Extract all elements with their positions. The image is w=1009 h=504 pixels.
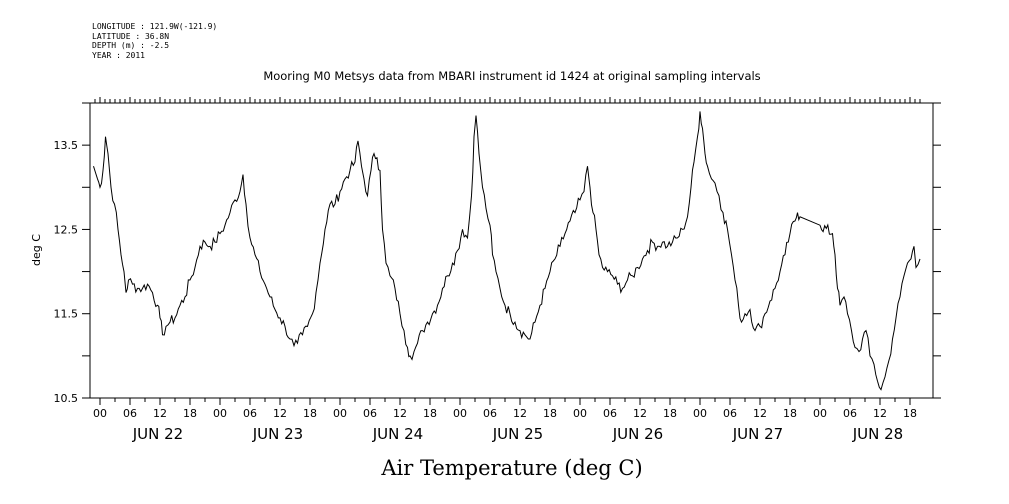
x-tick-label: 12: [753, 407, 767, 420]
x-tick-label: 00: [813, 407, 827, 420]
day-label: JUN 25: [492, 425, 543, 443]
y-tick-label: 13.5: [54, 139, 79, 152]
x-tick-label: 12: [633, 407, 647, 420]
x-tick-label: 00: [213, 407, 227, 420]
y-axis: 10.5 11.5 12.5 13.5: [54, 102, 941, 405]
x-tick-label: 12: [393, 407, 407, 420]
x-tick-label: 06: [363, 407, 377, 420]
day-label: JUN 22: [132, 425, 183, 443]
x-tick-label: 18: [663, 407, 677, 420]
x-tick-label: 18: [543, 407, 557, 420]
x-tick-label: 06: [843, 407, 857, 420]
metadata-block: LONGITUDE : 121.9W(-121.9) LATITUDE : 36…: [92, 22, 217, 60]
latitude-text: LATITUDE : 36.8N: [92, 31, 170, 41]
x-axis-label: Air Temperature (deg C): [380, 456, 642, 480]
x-tick-label: 00: [573, 407, 587, 420]
plot-frame: [89, 102, 934, 399]
x-tick-label: 00: [453, 407, 467, 420]
x-tick-label: 18: [783, 407, 797, 420]
x-tick-label: 12: [273, 407, 287, 420]
y-tick-label: 11.5: [54, 308, 79, 321]
x-tick-label: 18: [423, 407, 437, 420]
day-label: JUN 26: [612, 425, 663, 443]
y-tick-label: 10.5: [54, 392, 79, 405]
x-tick-label: 00: [333, 407, 347, 420]
chart-title: Mooring M0 Metsys data from MBARI instru…: [263, 69, 760, 83]
x-tick-label: 06: [483, 407, 497, 420]
top-minor-ticks: [94, 97, 921, 103]
x-axis-day-labels: JUN 22 JUN 23 JUN 24 JUN 25 JUN 26 JUN 27 JUN …: [132, 425, 903, 443]
x-tick-label: 18: [303, 407, 317, 420]
y-tick-label: 12.5: [54, 223, 79, 236]
x-tick-label: 06: [603, 407, 617, 420]
day-label: JUN 27: [732, 425, 783, 443]
x-tick-label: 12: [873, 407, 887, 420]
x-tick-label: 06: [723, 407, 737, 420]
x-tick-label: 00: [693, 407, 707, 420]
x-axis-hour-labels: 00 06 12 18 00 06 12 18 00 06 12 18 00 06 12 18 00 06 12 18…: [93, 407, 917, 420]
day-label: JUN 23: [252, 425, 303, 443]
day-label: JUN 28: [852, 425, 903, 443]
series-line: [93, 111, 921, 391]
depth-text: DEPTH (m) : -2.5: [92, 41, 170, 50]
x-tick-label: 18: [183, 407, 197, 420]
longitude-text: LONGITUDE : 121.9W(-121.9): [92, 22, 218, 31]
y-axis-label: deg C: [30, 234, 43, 266]
x-tick-label: 18: [903, 407, 917, 420]
year-text: YEAR : 2011: [92, 50, 145, 60]
x-tick-label: 12: [153, 407, 167, 420]
bottom-ticks: [99, 398, 911, 405]
day-label: JUN 24: [372, 425, 423, 443]
x-tick-label: 00: [93, 407, 107, 420]
x-tick-label: 06: [243, 407, 257, 420]
x-tick-label: 06: [123, 407, 137, 420]
x-tick-label: 12: [513, 407, 527, 420]
